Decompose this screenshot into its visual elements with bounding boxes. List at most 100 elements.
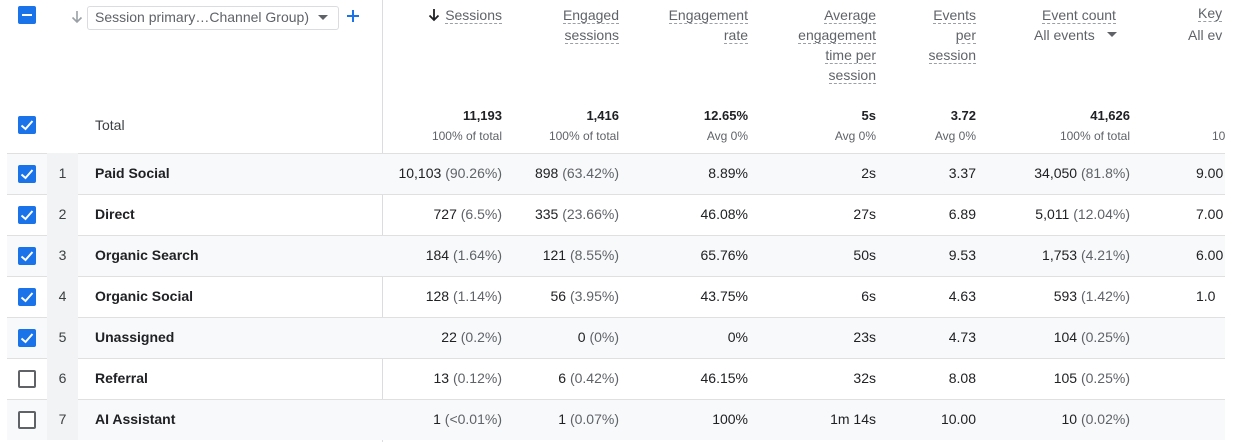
checkmark-icon [20,210,34,221]
event-count-filter[interactable]: All events [1034,27,1117,43]
total-checkbox[interactable] [18,116,36,134]
cell-engaged: 335 (23.66%) [535,206,619,222]
cell-engaged-value: 898 [534,165,559,181]
checkmark-icon [20,169,34,180]
row-index-cell [47,317,78,358]
total-events-sub: 100% of total [1059,129,1130,143]
row-checkbox[interactable] [18,165,36,183]
cell-engaged: 56 (3.95%) [551,288,620,304]
cell-events-percent: (0.02%) [1080,411,1130,427]
row-dimension-value[interactable]: Organic Social [95,288,194,304]
cell-sessions-percent: (90.26%) [445,165,502,181]
cell-eps: 8.08 [949,370,976,386]
row-dimension-value[interactable]: Unassigned [95,329,175,345]
header-sessions[interactable]: Sessions [382,5,502,25]
row-background [7,153,1225,194]
cell-sessions-value: 184 [425,247,450,263]
header-key-events[interactable]: Key [1198,5,1223,22]
cell-rate: 46.08% [701,206,748,222]
add-dimension-button[interactable] [346,9,360,23]
row-index: 6 [58,370,67,386]
table-row[interactable]: 5 Unassigned 22 (0.2%) 0 (0%) 0% 23s 4.73 104 (… [0,317,1245,358]
dimension-sort-arrow-icon[interactable] [70,9,84,25]
row-checkbox[interactable] [18,411,36,429]
cell-time-value: 6s [861,288,876,304]
row-checkbox[interactable] [18,247,36,265]
header-engagement-rate[interactable]: Engagement rate [638,5,748,45]
checkmark-icon [20,333,34,344]
cell-sessions: 727 (6.5%) [434,206,502,222]
cell-eps-value: 4.63 [948,288,976,304]
cell-key-events: 1.0 [1196,288,1216,304]
cell-engaged-percent: (0.07%) [569,411,619,427]
table-row[interactable]: 6 Referral 13 (0.12%) 6 (0.42%) 46.15% 32s 8.0… [0,358,1245,399]
row-checkbox[interactable] [18,288,36,306]
cell-events-percent: (4.21%) [1080,247,1130,263]
cell-events-percent: (12.04%) [1073,206,1130,222]
cell-engaged-percent: (23.66%) [562,206,619,222]
cell-engaged-value: 121 [542,247,567,263]
row-divider [7,194,1225,195]
total-rate: 12.65% [703,108,748,123]
cell-sessions: 1 (<0.01%) [433,411,502,427]
cell-eps-value: 4.73 [948,329,976,345]
table-row[interactable]: 4 Organic Social 128 (1.14%) 56 (3.95%) 43.7… [0,276,1245,317]
header-eps-line-2: per [955,27,976,44]
row-divider [7,358,1225,359]
cell-engaged: 6 (0.42%) [558,370,619,386]
dimension-selector[interactable]: Session primary…Channel Group) [87,6,339,30]
cell-engaged-value: 0 [577,329,586,345]
checkmark-icon [20,120,34,131]
cell-events-value: 1,753 [1042,247,1078,263]
row-dimension-value[interactable]: Paid Social [95,165,170,181]
row-checkbox[interactable] [18,370,36,388]
row-divider [7,153,1225,154]
table-row[interactable]: 2 Direct 727 (6.5%) 335 (23.66%) 46.08% 27s 6.… [0,194,1245,235]
cell-rate-value: 43.75% [700,288,748,304]
cell-sessions-percent: (0.12%) [452,370,502,386]
header-engaged-sessions[interactable]: Engaged sessions [519,5,619,45]
row-dimension-value[interactable]: Organic Search [95,247,199,263]
cell-time-value: 23s [853,329,876,345]
row-index: 5 [58,329,67,345]
row-dimension-value[interactable]: AI Assistant [95,411,176,427]
key-events-filter[interactable]: All ev [1188,27,1222,43]
table-row[interactable]: 7 AI Assistant 1 (<0.01%) 1 (0.07%) 100% 1m 1… [0,399,1245,440]
cell-sessions-value: 128 [425,288,450,304]
cell-eps: 6.89 [949,206,976,222]
header-time-line-1: Average [824,7,876,24]
cell-time: 2s [861,165,876,181]
dimension-selector-label: Session primary…Channel Group) [95,9,309,25]
cell-events: 105 (0.25%) [1054,370,1130,386]
cell-eps: 4.73 [949,329,976,345]
cell-sessions: 10,103 (90.26%) [398,165,502,181]
table-row[interactable]: 1 Paid Social 10,103 (90.26%) 898 (63.42%) 8… [0,153,1245,194]
row-dimension-value[interactable]: Referral [95,370,148,386]
header-sessions-label: Sessions [445,7,502,24]
cell-time-value: 1m 14s [830,411,876,427]
row-dimension-value[interactable]: Direct [95,206,135,222]
header-rate-line-1: Engagement [668,7,748,24]
header-event-count[interactable]: Event count [1030,5,1130,25]
event-count-filter-label: All events [1034,27,1095,43]
row-divider [7,317,1225,318]
row-index: 1 [58,165,67,181]
sort-arrow-down-icon [429,9,440,22]
select-all-checkbox[interactable] [18,6,36,24]
header-avg-engagement-time[interactable]: Average engagement time per session [766,5,876,85]
total-engaged: 1,416 [586,108,619,123]
row-index-cell [47,194,78,235]
cell-engaged-value: 6 [558,370,567,386]
cell-time: 27s [853,206,876,222]
row-index: 3 [58,247,67,263]
header-events-per-session[interactable]: Events per session [896,5,976,65]
row-checkbox[interactable] [18,329,36,347]
table-row[interactable]: 3 Organic Search 184 (1.64%) 121 (8.55%) 65.… [0,235,1245,276]
cell-events: 10 (0.02%) [1062,411,1131,427]
cell-key-events: 7.00 [1196,206,1224,222]
row-checkbox[interactable] [18,206,36,224]
total-sessions-sub: 100% of total [431,129,502,143]
cell-events-value: 105 [1053,370,1078,386]
cell-time-value: 32s [853,370,876,386]
row-divider [7,399,1225,400]
